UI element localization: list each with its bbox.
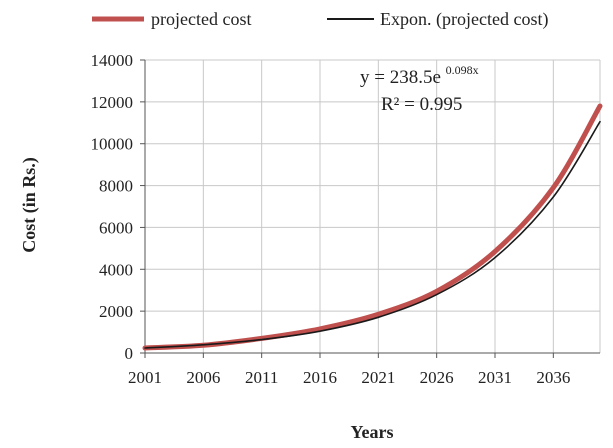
legend: projected cost Expon. (projected cost): [92, 9, 548, 30]
equation-prefix: y = 238.5e: [360, 67, 441, 88]
legend-label-projected-cost: projected cost: [151, 9, 251, 29]
x-tick-label: 2031: [478, 368, 512, 387]
y-tick-label: 0: [125, 344, 134, 363]
legend-label-expon: Expon. (projected cost): [380, 9, 548, 30]
y-tick-label: 12000: [91, 93, 134, 112]
x-tick-label: 2036: [536, 368, 570, 387]
grid: [145, 59, 601, 353]
y-tick-label: 4000: [99, 260, 133, 279]
equation-exponent: 0.098x: [446, 63, 479, 77]
x-tick-label: 2011: [245, 368, 278, 387]
y-tick-label: 10000: [91, 135, 134, 154]
x-tick-label: 2001: [128, 368, 162, 387]
trendline-annotation: y = 238.5e 0.098x R² = 0.995: [360, 63, 479, 115]
x-tick-label: 2021: [361, 368, 395, 387]
axes: [140, 59, 600, 358]
y-tick-label: 2000: [99, 302, 133, 321]
y-tick-label: 14000: [91, 51, 134, 70]
tick-labels: 0 2000 4000 6000 8000 10000 12000 14000 2001 2006…: [91, 51, 571, 387]
y-tick-label: 6000: [99, 218, 133, 237]
y-axis-title: Cost (in Rs.): [19, 157, 40, 253]
series-line-expon-trend: [144, 120, 601, 349]
y-tick-label: 8000: [99, 177, 133, 196]
equation-label: y = 238.5e 0.098x: [360, 63, 479, 88]
x-tick-label: 2006: [186, 368, 220, 387]
series: [142, 103, 603, 351]
x-axis-title: Years: [351, 422, 394, 442]
r-squared-label: R² = 0.995: [381, 94, 462, 115]
x-tick-label: 2016: [303, 368, 337, 387]
x-tick-label: 2026: [420, 368, 454, 387]
